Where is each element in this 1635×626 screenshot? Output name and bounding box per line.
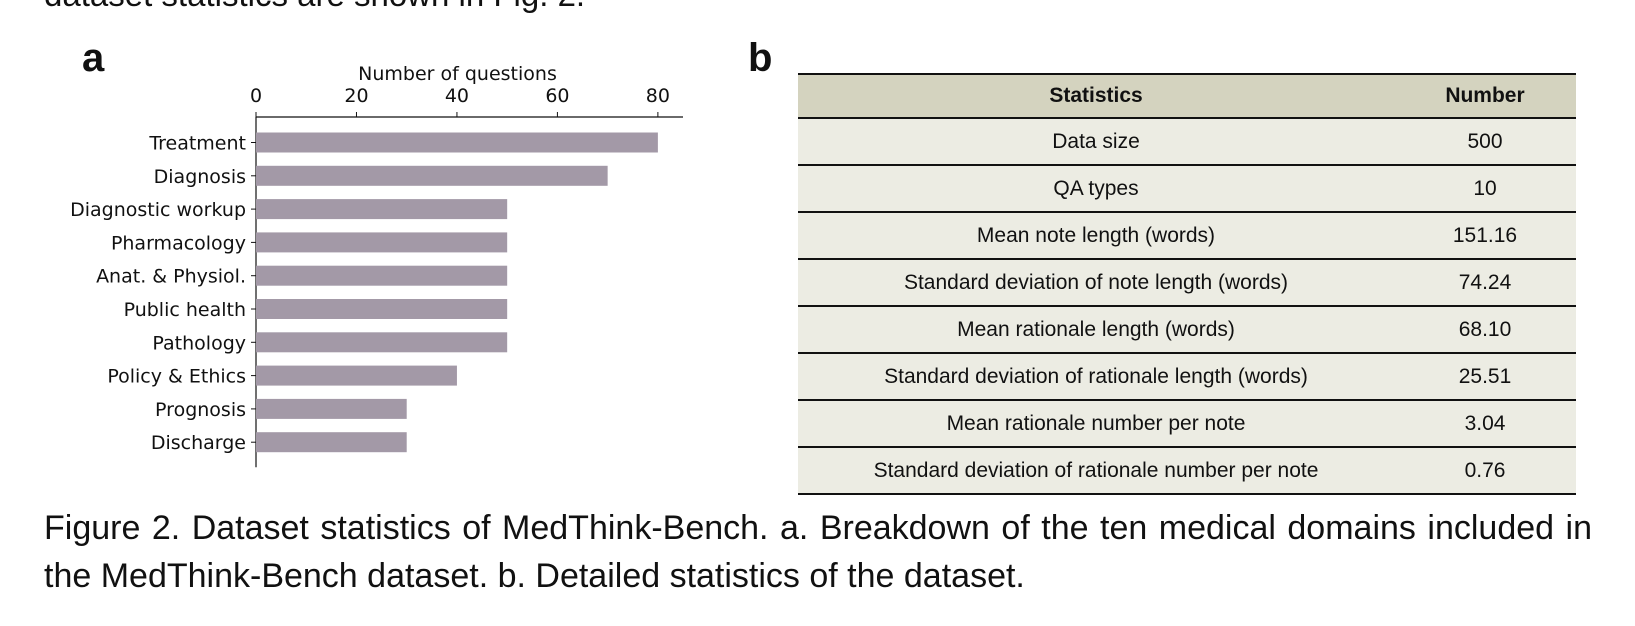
category-label: Public health xyxy=(124,299,246,321)
statistic-name-cell: Standard deviation of rationale number p… xyxy=(798,447,1394,495)
category-label: Prognosis xyxy=(155,399,246,421)
x-tick-label: 40 xyxy=(445,85,469,107)
panel-a-label: a xyxy=(82,36,105,80)
table-row: QA types 10 xyxy=(798,165,1576,213)
statistic-value-cell: 3.04 xyxy=(1394,400,1576,448)
category-label: Policy & Ethics xyxy=(107,366,246,388)
statistic-value-cell: 74.24 xyxy=(1394,259,1576,307)
x-tick-label: 80 xyxy=(646,85,670,107)
header-statistics: Statistics xyxy=(798,73,1394,119)
bar xyxy=(256,232,508,253)
statistic-name-cell: Mean rationale number per note xyxy=(798,400,1394,448)
bar xyxy=(256,132,658,153)
category-label: Pathology xyxy=(152,332,246,354)
bar xyxy=(256,432,407,453)
bar xyxy=(256,332,508,353)
domain-bar-chart: Number of questions 0 20 40 60 80 Treatment Dia… xyxy=(70,63,683,468)
preceding-text-fragment: dataset statistics are shown in Fig. 2. xyxy=(44,0,585,14)
bar xyxy=(256,365,457,386)
category-label: Pharmacology xyxy=(111,232,246,254)
table-row: Mean rationale length (words) 68.10 xyxy=(798,306,1576,354)
statistic-value-cell: 10 xyxy=(1394,165,1576,213)
table-header-row: Statistics Number xyxy=(798,73,1576,119)
category-label: Treatment xyxy=(148,133,246,155)
statistic-name-cell: Standard deviation of rationale length (… xyxy=(798,353,1394,401)
statistic-value-cell: 25.51 xyxy=(1394,353,1576,401)
table-body: Data size 500 QA types 10 Mean note length (… xyxy=(798,118,1576,495)
statistic-value-cell: 500 xyxy=(1394,118,1576,166)
bar xyxy=(256,165,608,186)
bar xyxy=(256,398,407,419)
x-axis-label: Number of questions xyxy=(358,63,557,85)
category-label: Diagnostic workup xyxy=(70,199,246,221)
statistic-name-cell: Mean note length (words) xyxy=(798,212,1394,260)
statistic-name-cell: Standard deviation of note length (words… xyxy=(798,259,1394,307)
figure-caption: Figure 2. Dataset statistics of MedThink… xyxy=(44,509,1592,595)
statistic-name-cell: Mean rationale length (words) xyxy=(798,306,1394,354)
header-number: Number xyxy=(1394,73,1576,119)
table-row: Mean note length (words) 151.16 xyxy=(798,212,1576,260)
statistic-value-cell: 0.76 xyxy=(1394,447,1576,495)
table-row: Data size 500 xyxy=(798,118,1576,166)
statistics-table: Statistics Number Data size 500 QA types 10… xyxy=(798,73,1576,495)
chart-root: Number of questions 0 20 40 60 80 Treatment Dia… xyxy=(70,63,683,468)
x-tick-label: 20 xyxy=(344,85,368,107)
category-label: Diagnosis xyxy=(154,166,246,188)
table-row: Standard deviation of note length (words… xyxy=(798,259,1576,307)
statistic-name-cell: Data size xyxy=(798,118,1394,166)
statistic-value-cell: 151.16 xyxy=(1394,212,1576,260)
category-label: Discharge xyxy=(151,432,246,454)
statistic-name-cell: QA types xyxy=(798,165,1394,213)
bar xyxy=(256,199,508,220)
table-row: Standard deviation of rationale number p… xyxy=(798,447,1576,495)
statistic-value-cell: 68.10 xyxy=(1394,306,1576,354)
bar xyxy=(256,299,508,319)
panel-b-label: b xyxy=(748,36,773,80)
table-row: Mean rationale number per note 3.04 xyxy=(798,400,1576,448)
x-tick-label: 60 xyxy=(545,85,569,107)
bar xyxy=(256,265,508,286)
category-label: Anat. & Physiol. xyxy=(96,266,246,288)
table-row: Standard deviation of rationale length (… xyxy=(798,353,1576,401)
x-tick-label: 0 xyxy=(250,85,262,107)
